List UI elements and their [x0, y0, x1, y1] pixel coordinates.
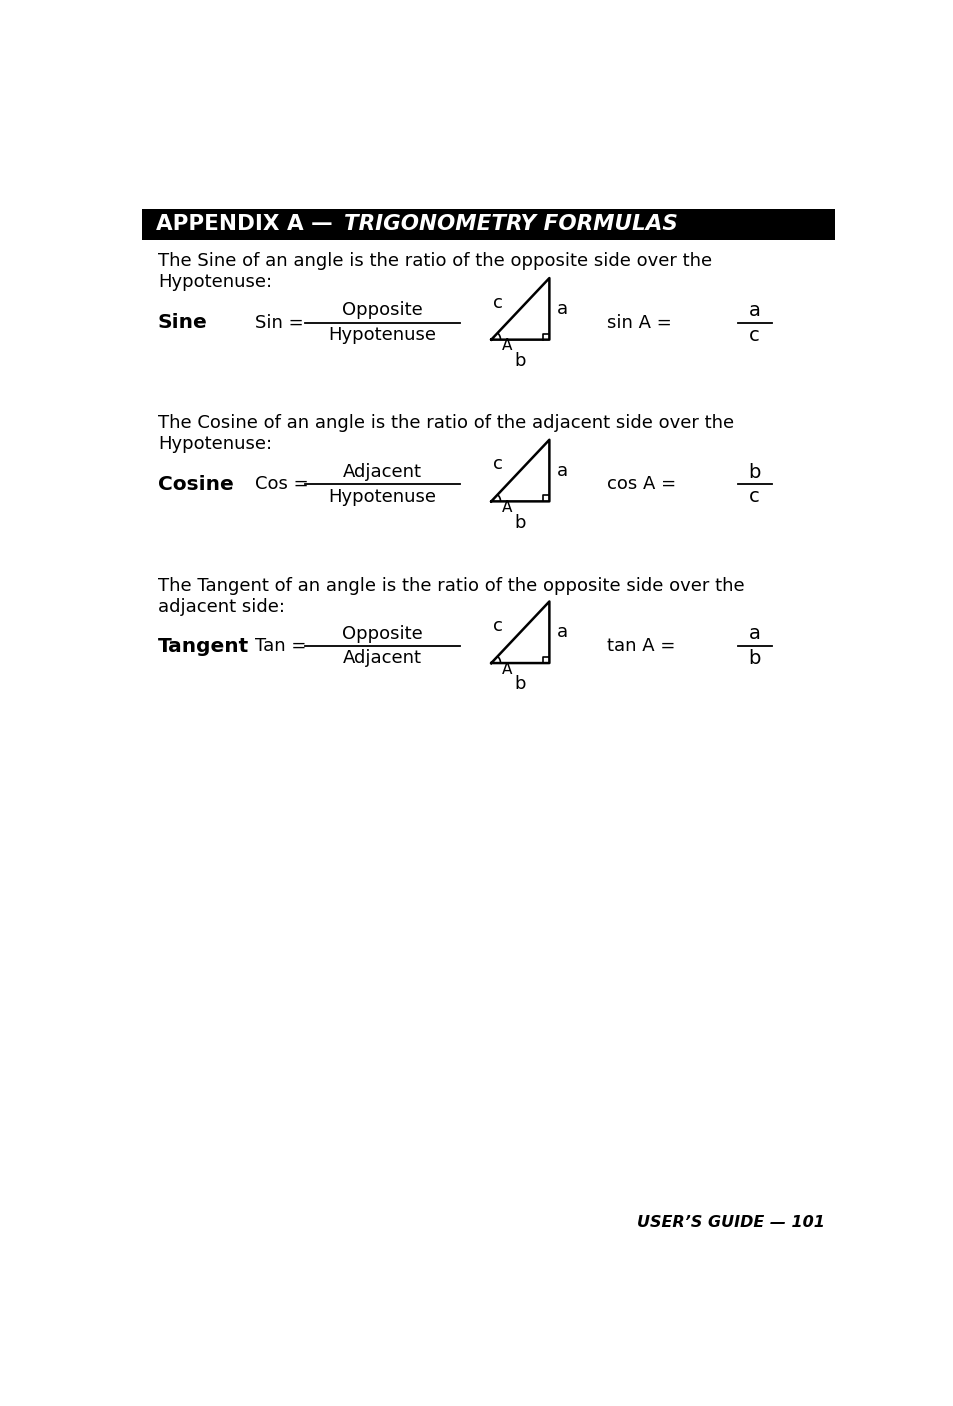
Text: Hypotenuse:: Hypotenuse:	[158, 273, 272, 291]
Text: a: a	[748, 624, 760, 644]
Text: Hypotenuse:: Hypotenuse:	[158, 434, 272, 453]
Text: tan A =: tan A =	[607, 637, 675, 655]
Text: Cos =: Cos =	[254, 475, 308, 494]
Text: A: A	[501, 499, 512, 515]
Text: c: c	[749, 488, 760, 506]
Text: The Cosine of an angle is the ratio of the adjacent side over the: The Cosine of an angle is the ratio of t…	[158, 413, 734, 432]
Text: sin A =: sin A =	[607, 314, 672, 332]
Text: a: a	[557, 299, 568, 318]
Text: Tangent: Tangent	[158, 637, 249, 655]
Text: b: b	[514, 352, 525, 370]
Text: adjacent side:: adjacent side:	[158, 599, 285, 616]
Text: Adjacent: Adjacent	[343, 650, 422, 668]
Text: c: c	[749, 326, 760, 344]
Text: APPENDIX A —: APPENDIX A —	[156, 214, 340, 235]
Text: c: c	[493, 617, 503, 636]
Text: Opposite: Opposite	[342, 301, 423, 319]
Text: TRIGONOMETRY FORMULAS: TRIGONOMETRY FORMULAS	[344, 214, 678, 235]
Text: Sine: Sine	[158, 314, 208, 332]
Text: Sin =: Sin =	[254, 314, 303, 332]
Text: cos A =: cos A =	[607, 475, 676, 494]
Text: a: a	[557, 461, 568, 479]
Text: Adjacent: Adjacent	[343, 463, 422, 481]
Text: b: b	[748, 650, 760, 668]
Text: The Sine of an angle is the ratio of the opposite side over the: The Sine of an angle is the ratio of the…	[158, 252, 711, 270]
Text: c: c	[493, 456, 503, 474]
Text: c: c	[493, 294, 503, 312]
Bar	[142, 208, 835, 239]
Text: b: b	[514, 513, 525, 531]
Text: Hypotenuse: Hypotenuse	[329, 488, 436, 506]
Text: USER’S GUIDE — 101: USER’S GUIDE — 101	[636, 1215, 823, 1230]
Text: A: A	[501, 661, 512, 676]
Text: Hypotenuse: Hypotenuse	[329, 326, 436, 344]
Text: a: a	[748, 301, 760, 321]
Text: A: A	[501, 337, 512, 353]
Text: b: b	[748, 463, 760, 482]
Text: Opposite: Opposite	[342, 624, 423, 643]
Text: Tan =: Tan =	[254, 637, 306, 655]
Text: The Tangent of an angle is the ratio of the opposite side over the: The Tangent of an angle is the ratio of …	[158, 576, 744, 595]
Text: Cosine: Cosine	[158, 475, 233, 494]
Text: b: b	[514, 675, 525, 693]
Text: a: a	[557, 623, 568, 641]
